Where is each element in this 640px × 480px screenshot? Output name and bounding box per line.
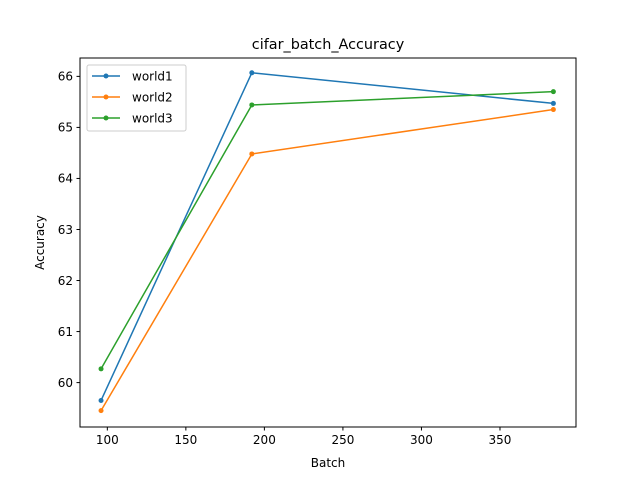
legend-marker-world2 — [103, 94, 109, 100]
legend-box — [86, 64, 187, 132]
y-tick-label: 66 — [58, 70, 73, 84]
data-point-world3 — [249, 102, 255, 108]
legend-label-world3: world3 — [132, 111, 173, 125]
data-point-world2 — [550, 107, 556, 113]
y-tick-label: 65 — [58, 121, 73, 135]
x-tick-label: 100 — [96, 433, 119, 447]
x-tick-label: 250 — [331, 433, 354, 447]
x-tick-label: 150 — [174, 433, 197, 447]
data-point-world1 — [550, 100, 556, 106]
chart-title: cifar_batch_Accuracy — [252, 37, 405, 53]
data-point-world2 — [249, 151, 255, 157]
data-point-world3 — [550, 89, 556, 95]
legend-marker-world1 — [103, 73, 109, 79]
data-point-world3 — [98, 366, 104, 372]
series-layer — [98, 70, 556, 414]
y-tick-label: 60 — [58, 376, 73, 390]
x-tick-label: 300 — [410, 433, 433, 447]
legend-label-world2: world2 — [132, 90, 173, 104]
legend-marker-world3 — [103, 115, 109, 121]
tick-layer: 100 150 200 250 300 350 60 61 62 63 64 65 66 — [58, 70, 512, 447]
data-point-world2 — [98, 408, 104, 414]
y-tick-label: 63 — [58, 223, 73, 237]
legend: world1 world2 world3 — [86, 64, 187, 132]
y-tick-label: 62 — [58, 274, 73, 288]
x-tick-label: 350 — [489, 433, 512, 447]
y-tick-label: 64 — [58, 172, 73, 186]
legend-label-world1: world1 — [132, 69, 173, 83]
plot-frame — [79, 57, 577, 428]
data-point-world1 — [249, 70, 255, 76]
data-point-world1 — [98, 397, 104, 403]
y-tick-label: 61 — [58, 325, 73, 339]
y-axis-title: Accuracy — [33, 215, 47, 270]
x-tick-label: 200 — [253, 433, 276, 447]
x-axis-title: Batch — [311, 456, 346, 470]
